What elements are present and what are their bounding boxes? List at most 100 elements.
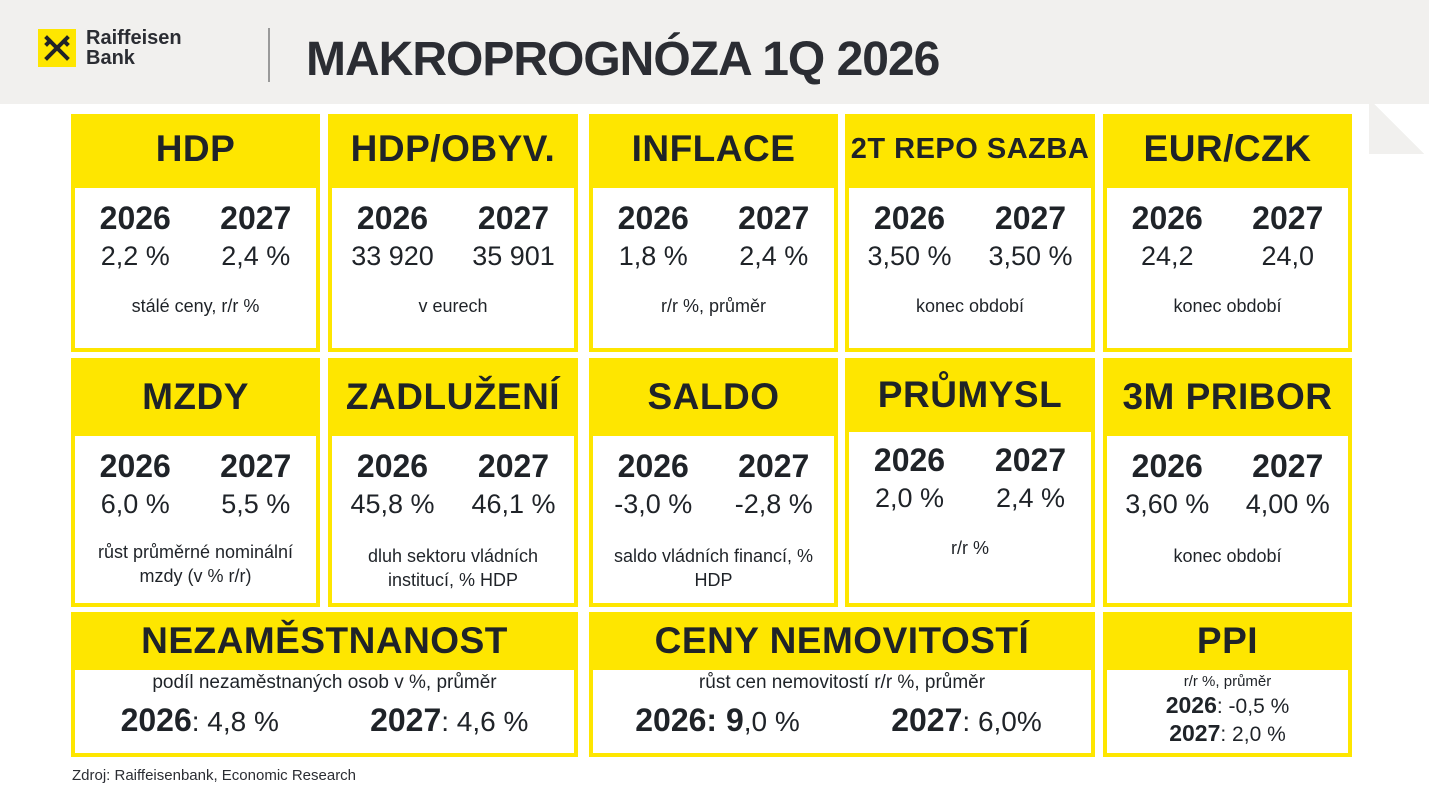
value: ,0 %: [743, 706, 800, 737]
card-note: růst cen nemovitostí r/r %, průměr: [698, 672, 986, 693]
year-label: 2026: [1165, 692, 1217, 718]
page-title: MAKROPROGNÓZA 1Q 2026: [306, 33, 940, 86]
value: 2,4 %: [995, 483, 1066, 513]
card-title: INFLACE: [631, 128, 796, 169]
card-hdp: HDP 2026 2,2 % 2027 2,4 % stálé ceny, r/r …: [71, 114, 320, 352]
value-2027: 2027: 4,6 %: [325, 700, 575, 742]
year-label: 2027: [1252, 448, 1324, 484]
raiffeisen-logo: Raiffeisen Bank: [38, 28, 182, 68]
header-band: [0, 0, 1429, 106]
card-mzdy: MZDY 2026 6,0 % 2027 5,5 % růst průměrné n…: [71, 358, 320, 607]
year-label: 2027: [477, 448, 550, 484]
value: 2,4 %: [221, 241, 291, 271]
year-label: 2027: [1252, 200, 1324, 236]
value: -2,8 %: [734, 489, 813, 519]
year-label: 2027: [1169, 720, 1221, 746]
card-body: 2026 3,50 % 2027 3,50 % konec období: [849, 188, 1091, 348]
logo-line-2: Bank: [86, 47, 135, 69]
card-note: saldo vládních financí, % HDP: [613, 546, 814, 590]
year-label: 2026: [635, 702, 707, 738]
card-body: podíl nezaměstnaných osob v %, průměr 20…: [75, 670, 574, 753]
value: : 4,6 %: [441, 706, 529, 737]
year-label: 2027: [477, 200, 550, 236]
value-2027: 2027: 2,0 %: [1107, 720, 1348, 748]
card-note: podíl nezaměstnaných osob v %, průměr: [152, 672, 497, 693]
value: 24,2: [1140, 241, 1194, 271]
logo-text: Raiffeisen Bank: [86, 28, 182, 68]
value: : 2,0 %: [1220, 723, 1286, 746]
card-note: konec období: [915, 296, 1025, 316]
year-label: 2026: [617, 448, 689, 484]
year-label: 2027: [370, 702, 442, 738]
card-body: 2026 33 920 2027 35 901 v eurech: [332, 188, 574, 348]
value-2026: 2026: -0,5 %: [1107, 692, 1348, 720]
year-label: 2027: [220, 448, 292, 484]
value: 5,5 %: [221, 489, 291, 519]
value-2027: 2027: 6,0%: [842, 700, 1091, 742]
year-label: 2027: [891, 702, 963, 738]
card-body: 2026 24,2 2027 24,0 konec období: [1107, 188, 1348, 348]
card-title: ZADLUŽENÍ: [345, 376, 561, 417]
value: 45,8 %: [350, 489, 435, 519]
year-label: 2026: [120, 702, 192, 738]
card-title: HDP: [155, 128, 236, 169]
year-label: 2026: [356, 200, 429, 236]
card-title: 3M PRIBOR: [1122, 376, 1333, 417]
value: 2,4 %: [739, 241, 809, 271]
card-title: CENY NEMOVITOSTÍ: [654, 620, 1030, 661]
year-label: 2027: [738, 200, 810, 236]
card-hdp-obyv: HDP/OBYV. 2026 33 920 2027 35 901 v eurech: [328, 114, 578, 352]
card-ppi: PPI r/r %, průměr 2026: -0,5 % 2027: 2,0…: [1103, 612, 1352, 757]
logo-line-1: Raiffeisen: [86, 27, 182, 49]
card-title: PPI: [1196, 620, 1259, 661]
value: 33 920: [351, 241, 434, 271]
value-bold: : 9: [706, 702, 744, 738]
card-title: PRŮMYSL: [877, 374, 1063, 415]
value: 4,00 %: [1245, 489, 1330, 519]
value: 3,60 %: [1125, 489, 1210, 519]
card-repo: 2T REPO SAZBA 2026 3,50 % 2027 3,50 % kone…: [845, 114, 1095, 352]
card-eurczk: EUR/CZK 2026 24,2 2027 24,0 konec období: [1103, 114, 1352, 352]
card-note: stálé ceny, r/r %: [131, 296, 260, 316]
year-label: 2026: [1131, 448, 1203, 484]
year-label: 2027: [738, 448, 810, 484]
value: 24,0: [1261, 241, 1315, 271]
card-title: NEZAMĚSTNANOST: [141, 620, 508, 661]
card-body: 2026 -3,0 % 2027 -2,8 % saldo vládních fin…: [593, 436, 834, 603]
value: 2,2 %: [100, 241, 170, 271]
year-label: 2026: [99, 448, 171, 484]
card-body: 2026 2,2 % 2027 2,4 % stálé ceny, r/r %: [75, 188, 316, 348]
value-2026: 2026: 4,8 %: [75, 700, 325, 742]
card-title: HDP/OBYV.: [350, 128, 556, 169]
value: -3,0 %: [614, 489, 693, 519]
year-label: 2026: [873, 442, 946, 478]
card-body: 2026 3,60 % 2027 4,00 % konec období: [1107, 436, 1348, 603]
card-title: 2T REPO SAZBA: [850, 132, 1090, 165]
value: 1,8 %: [618, 241, 688, 271]
value: 6,0 %: [100, 489, 170, 519]
card-title: MZDY: [142, 376, 249, 417]
card-note: růst průměrné nominální mzdy (v % r/r): [97, 542, 294, 586]
value: 35 901: [472, 241, 555, 271]
card-saldo: SALDO 2026 -3,0 % 2027 -2,8 % saldo vládní…: [589, 358, 838, 607]
source-note: Zdroj: Raiffeisenbank, Economic Research: [72, 767, 357, 784]
card-note: r/r %, průměr: [660, 296, 766, 316]
card-body: 2026 6,0 % 2027 5,5 % růst průměrné nominá…: [75, 436, 316, 603]
card-body: 2026 45,8 % 2027 46,1 % dluh sektoru vládn…: [332, 436, 574, 603]
value: : -0,5 %: [1216, 695, 1290, 718]
year-label: 2026: [617, 200, 689, 236]
card-title: SALDO: [647, 376, 780, 417]
year-label: 2026: [356, 448, 429, 484]
value: 3,50 %: [867, 241, 952, 271]
card-inflace: INFLACE 2026 1,8 % 2027 2,4 % r/r %, průmě…: [589, 114, 838, 352]
card-note: dluh sektoru vládních institucí, % HDP: [367, 546, 539, 590]
value: : 6,0%: [962, 706, 1042, 737]
raiffeisen-gable-icon: [38, 29, 76, 67]
card-ceny-nemovitosti: CENY NEMOVITOSTÍ růst cen nemovitostí r/…: [589, 612, 1095, 757]
card-note: konec období: [1173, 296, 1282, 316]
value: : 4,8 %: [191, 706, 279, 737]
corner-fold: [1369, 104, 1429, 154]
value: 3,50 %: [988, 241, 1073, 271]
card-body: 2026 2,0 % 2027 2,4 % r/r %: [849, 432, 1091, 603]
header-divider: [268, 28, 270, 82]
